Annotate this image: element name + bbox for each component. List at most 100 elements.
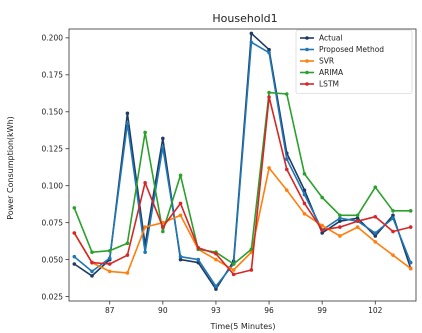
data-point-lstm	[373, 214, 378, 219]
data-point-arima	[178, 173, 183, 178]
data-point-actual	[214, 287, 218, 291]
data-point-proposed-method	[267, 50, 271, 55]
data-point-svr	[355, 225, 360, 229]
legend-label: ARIMA	[319, 68, 344, 77]
series-arima	[72, 90, 413, 266]
plot-border	[68, 28, 417, 302]
data-point-proposed-method	[90, 269, 94, 274]
data-point-actual	[373, 234, 378, 238]
data-point-lstm	[125, 253, 130, 257]
data-point-actual	[161, 136, 165, 141]
legend-marker	[305, 82, 309, 86]
y-tick-label: 0.150	[42, 107, 64, 116]
data-point-arima	[302, 172, 307, 176]
data-point-arima	[107, 248, 112, 253]
data-point-arima	[284, 92, 289, 96]
y-tick-label: 0.075	[42, 218, 64, 227]
y-tick-label: 0.025	[42, 292, 64, 301]
legend-marker	[305, 70, 309, 75]
data-point-proposed-method	[107, 256, 112, 260]
data-point-arima	[355, 213, 360, 218]
data-point-arima	[391, 209, 395, 213]
data-point-arima	[143, 130, 147, 135]
legend-item-svr: SVR	[300, 57, 334, 66]
series-line-proposed-method	[73, 41, 412, 288]
data-point-lstm	[249, 268, 254, 272]
legend-marker	[305, 36, 309, 40]
data-point-proposed-method	[143, 250, 147, 255]
y-tick-label: 0.200	[42, 34, 64, 43]
data-point-svr	[391, 253, 395, 257]
data-point-svr	[373, 240, 378, 244]
y-axis-label: Power Consumption(kWh)	[6, 116, 15, 220]
data-point-svr	[143, 225, 147, 229]
legend-label: LSTM	[319, 80, 339, 89]
series-line-arima	[73, 91, 411, 265]
data-point-lstm	[90, 260, 94, 265]
data-point-proposed-method	[284, 157, 289, 161]
legend-box	[295, 29, 413, 94]
x-tick-label: 102	[368, 306, 383, 315]
legend-item-actual: Actual	[300, 34, 343, 43]
data-point-actual	[72, 262, 77, 266]
data-point-lstm	[143, 180, 147, 185]
data-point-proposed-method	[373, 231, 378, 235]
plot-frame	[68, 28, 417, 302]
series-layer	[72, 31, 413, 291]
data-point-proposed-method	[408, 260, 413, 265]
data-point-svr	[320, 223, 324, 228]
data-point-proposed-method	[249, 40, 254, 45]
data-point-lstm	[284, 167, 289, 172]
data-point-svr	[125, 271, 130, 275]
data-point-arima	[125, 241, 130, 246]
data-point-svr	[338, 234, 342, 238]
data-point-svr	[249, 250, 254, 255]
data-point-arima	[161, 229, 165, 234]
data-point-svr	[267, 166, 271, 170]
x-tick-label: 90	[158, 306, 168, 315]
y-tick-label: 0.100	[42, 181, 64, 190]
data-point-arima	[338, 213, 342, 218]
data-point-lstm	[338, 225, 342, 229]
data-point-proposed-method	[196, 257, 201, 262]
legend: Actual Proposed Method SVR ARIMA LSTM	[295, 29, 413, 94]
legend-label: SVR	[319, 57, 334, 66]
data-point-actual	[391, 213, 395, 218]
series-line-svr	[73, 167, 412, 274]
data-point-arima	[231, 262, 236, 266]
data-point-lstm	[161, 225, 165, 229]
data-point-svr	[284, 188, 289, 192]
x-tick-label: 96	[264, 306, 274, 315]
y-tick-label: 0.175	[42, 71, 64, 80]
data-point-lstm	[178, 201, 183, 206]
data-point-lstm	[267, 95, 271, 99]
data-point-svr	[107, 269, 112, 274]
data-point-svr	[214, 257, 218, 262]
legend-item-arima: ARIMA	[300, 68, 344, 77]
legend-marker	[305, 47, 309, 52]
legend-label: Actual	[319, 34, 343, 43]
data-point-proposed-method	[161, 145, 165, 150]
x-tick-label: 93	[211, 306, 221, 315]
data-point-proposed-method	[338, 216, 342, 221]
data-point-svr	[302, 211, 307, 216]
series-lstm	[72, 95, 413, 277]
data-point-svr	[231, 268, 236, 272]
data-point-actual	[125, 111, 130, 116]
data-point-actual	[90, 274, 94, 278]
data-point-arima	[408, 209, 413, 213]
data-point-actual	[355, 216, 360, 221]
y-tick-label: 0.050	[42, 255, 64, 264]
data-point-lstm	[320, 228, 324, 232]
data-point-actual	[338, 219, 342, 223]
data-point-arima	[267, 90, 271, 95]
data-point-lstm	[196, 245, 201, 250]
data-point-lstm	[107, 262, 112, 266]
series-line-lstm	[73, 96, 411, 276]
data-point-actual	[249, 31, 254, 36]
data-point-proposed-method	[302, 192, 307, 197]
data-point-proposed-method	[391, 216, 395, 221]
legend-item-proposed-method: Proposed Method	[300, 45, 384, 54]
data-point-lstm	[72, 231, 77, 235]
